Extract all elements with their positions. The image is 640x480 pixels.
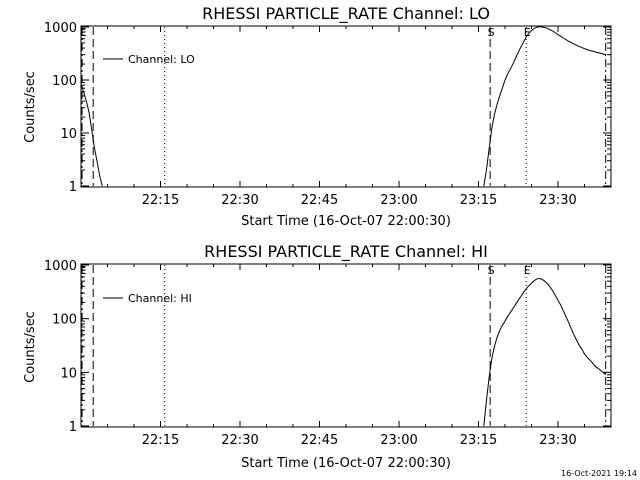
x-tick-label: 23:15 — [460, 193, 497, 208]
y-tick-label: 1000 — [44, 259, 77, 274]
x-tick-label: 23:00 — [380, 433, 417, 448]
x-tick-label: 22:30 — [221, 193, 258, 208]
event-marker-label: S — [488, 26, 495, 39]
series-line — [483, 278, 607, 427]
axis-ticks: 22:15 22:30 22:45 23:00 23:15 23:30 1 10 100 1000 — [44, 21, 612, 208]
y-axis-label: Counts/sec — [23, 71, 38, 143]
y-tick-label: 1 — [69, 420, 77, 435]
x-tick-label: 22:30 — [221, 433, 258, 448]
series-line — [483, 26, 606, 187]
legend: Channel: LO — [103, 53, 195, 66]
plot-frame — [80, 263, 612, 428]
x-tick-label: 23:30 — [539, 193, 576, 208]
y-axis-label: Counts/sec — [23, 311, 38, 383]
x-tick-label: 22:45 — [301, 193, 338, 208]
y-tick-label: 100 — [52, 313, 77, 328]
event-marker-label: E — [80, 26, 87, 39]
footer-timestamp: 16-Oct-2021 19:14 — [561, 469, 637, 478]
y-tick-label: 100 — [52, 74, 77, 89]
series-layer — [483, 278, 607, 427]
legend: Channel: HI — [103, 292, 192, 305]
x-tick-label: 23:15 — [460, 433, 497, 448]
chart-title: RHESSI PARTICLE_RATE Channel: LO — [202, 4, 490, 24]
panel-hi: RHESSI PARTICLE_RATE Channel: HI Counts/… — [23, 242, 612, 471]
legend-label: Channel: LO — [128, 53, 195, 66]
y-tick-label: 1000 — [44, 21, 77, 36]
axis-ticks: 22:15 22:30 22:45 23:00 23:15 23:30 1 10 100 1000 — [44, 259, 612, 448]
x-axis-label: Start Time (16-Oct-07 22:00:30) — [241, 456, 451, 471]
x-tick-label: 23:30 — [539, 433, 576, 448]
x-tick-label: 23:00 — [380, 193, 417, 208]
series-line — [80, 83, 103, 187]
event-marker-label: E — [80, 264, 87, 277]
event-marker-label: E — [524, 264, 531, 277]
y-tick-label: 1 — [69, 180, 77, 195]
chart-title: RHESSI PARTICLE_RATE Channel: HI — [204, 242, 488, 262]
panel-lo: RHESSI PARTICLE_RATE Channel: LO Counts/… — [23, 4, 612, 229]
y-tick-label: 10 — [60, 366, 77, 381]
x-tick-label: 22:45 — [301, 433, 338, 448]
x-tick-label: 22:15 — [142, 193, 179, 208]
series-layer — [80, 26, 606, 187]
x-tick-label: 22:15 — [142, 433, 179, 448]
event-marker-label: S — [488, 264, 495, 277]
y-tick-label: 10 — [60, 127, 77, 142]
x-axis-label: Start Time (16-Oct-07 22:00:30) — [241, 214, 451, 229]
plot-frame — [80, 25, 612, 188]
legend-label: Channel: HI — [128, 292, 192, 305]
event-marker-label: E — [524, 26, 531, 39]
